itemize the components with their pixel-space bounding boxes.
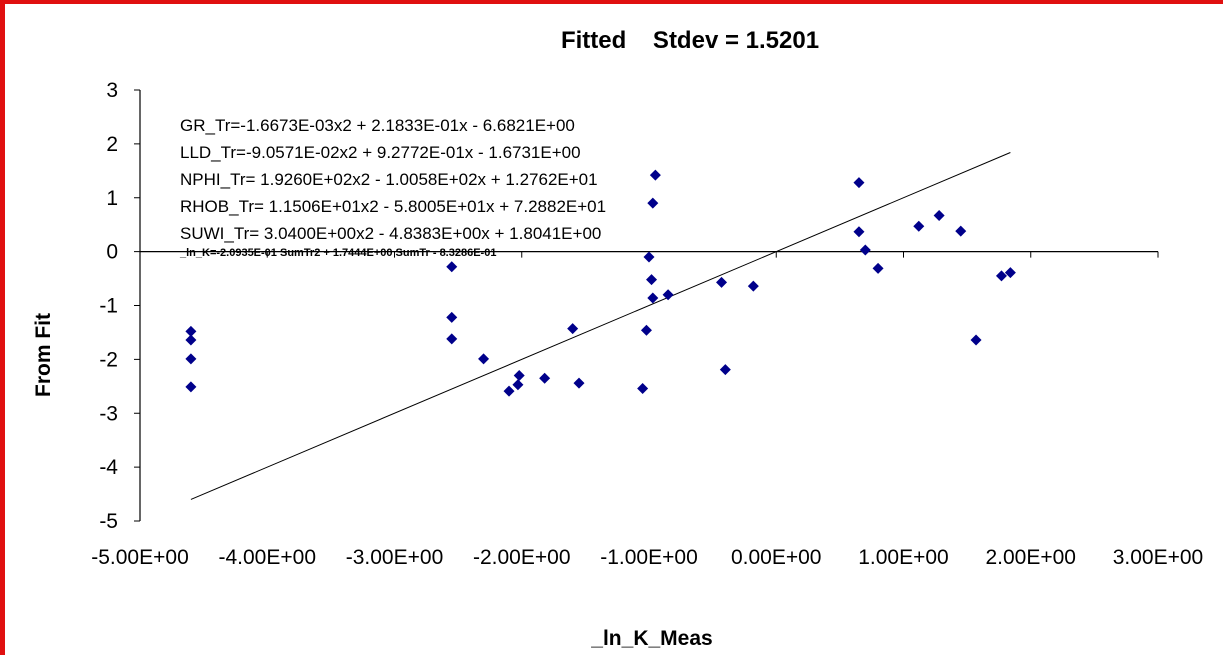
data-point	[573, 377, 585, 389]
y-tick-label: -2	[99, 348, 118, 371]
data-point	[503, 385, 515, 397]
axes: 3 2 1 0 -1 -2 -3 -4 -5 -5.00E+00 -4.00E+00 -3.00E+0…	[91, 79, 1203, 569]
data-point	[662, 289, 674, 301]
y-tick-label: -3	[99, 402, 118, 425]
data-point	[647, 292, 659, 304]
x-tick-label: 2.00E+00	[985, 546, 1076, 569]
data-point	[446, 311, 458, 323]
x-tick-label: -4.00E+00	[219, 546, 317, 569]
equation-annotation: NPHI_Tr= 1.9260E+02x2 - 1.0058E+02x + 1.…	[180, 170, 598, 189]
data-point	[539, 372, 551, 384]
y-tick-label: 2	[106, 133, 118, 156]
x-axis-title: _ln_K_Meas	[590, 627, 712, 650]
trend-line-group	[190, 152, 1011, 500]
data-point	[853, 177, 865, 189]
data-point	[643, 251, 655, 263]
data-point	[970, 334, 982, 346]
data-point	[955, 225, 967, 237]
data-point	[716, 276, 728, 288]
data-point	[872, 262, 884, 274]
trend-line	[190, 152, 1011, 500]
data-point	[747, 280, 759, 292]
data-point	[567, 323, 579, 335]
x-tick-label: 1.00E+00	[858, 546, 949, 569]
data-point	[640, 324, 652, 336]
y-tick-label: 1	[106, 187, 118, 210]
data-point	[185, 381, 197, 393]
y-tick-label: 3	[106, 79, 118, 102]
data-point	[637, 382, 649, 394]
x-tick-label: 0.00E+00	[731, 546, 822, 569]
data-points	[185, 169, 1016, 397]
equation-annotation-small: _ln_K=-2.0935E-01 SumTr2 + 1.7444E+00 Su…	[179, 247, 496, 259]
x-tick-label: -2.00E+00	[473, 546, 571, 569]
data-point	[185, 334, 197, 346]
data-point	[446, 333, 458, 345]
data-point	[1004, 267, 1016, 279]
x-tick-label: 3.00E+00	[1113, 546, 1204, 569]
data-point	[995, 270, 1007, 282]
x-tick-label: -1.00E+00	[600, 546, 698, 569]
y-tick-label: -4	[99, 456, 118, 479]
data-point	[853, 226, 865, 238]
y-tick-label: -5	[99, 510, 118, 533]
x-tick-label: -5.00E+00	[91, 546, 189, 569]
data-point	[859, 244, 871, 256]
data-point	[512, 379, 524, 391]
data-point	[647, 197, 659, 209]
data-point	[446, 261, 458, 273]
data-point	[649, 169, 661, 181]
y-tick-label: -1	[99, 295, 118, 318]
chart-title: Fitted Stdev = 1.5201	[561, 27, 819, 54]
equation-annotation: SUWI_Tr= 3.0400E+00x2 - 4.8383E+00x + 1.…	[180, 224, 601, 243]
data-point	[933, 210, 945, 222]
data-point	[719, 364, 731, 376]
data-point	[513, 370, 525, 382]
y-axis-title: From Fit	[32, 313, 55, 397]
y-tick-label: 0	[106, 241, 118, 264]
data-point	[185, 353, 197, 365]
data-point	[478, 353, 490, 365]
data-point	[646, 274, 658, 286]
equation-annotation: GR_Tr=-1.6673E-03x2 + 2.1833E-01x - 6.68…	[180, 116, 575, 135]
equation-annotation: RHOB_Tr= 1.1506E+01x2 - 5.8005E+01x + 7.…	[180, 197, 606, 216]
equation-annotations: GR_Tr=-1.6673E-03x2 + 2.1833E-01x - 6.68…	[179, 116, 606, 259]
data-point	[913, 220, 925, 232]
x-tick-label: -3.00E+00	[346, 546, 444, 569]
data-point	[185, 325, 197, 337]
equation-annotation: LLD_Tr=-9.0571E-02x2 + 9.2772E-01x - 1.6…	[180, 143, 581, 162]
